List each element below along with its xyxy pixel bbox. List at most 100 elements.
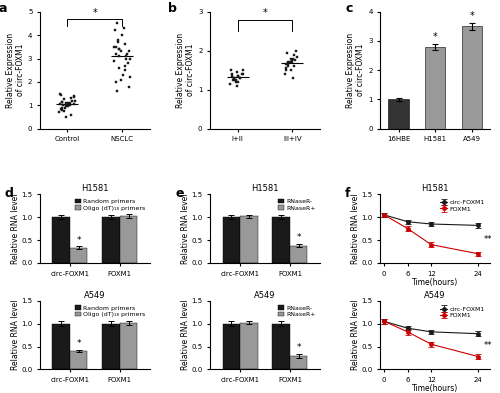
Point [290,63,298,70]
Text: *: * [76,236,81,245]
Point [284,59,292,66]
Point [58,107,66,113]
Point [68,97,76,104]
Point [283,50,291,56]
Point [58,105,66,111]
Point [62,102,70,108]
Bar [290,246,308,263]
Bar [102,323,120,369]
Point [112,44,120,50]
Text: **: ** [484,341,492,350]
Point [71,97,79,104]
Text: *: * [296,233,301,242]
Text: a: a [0,2,7,15]
Point [112,79,120,85]
Point [64,100,72,106]
Text: *: * [296,343,301,352]
Point [230,75,238,81]
Point [125,48,133,55]
Point [232,83,240,89]
Point [232,77,240,83]
Point [288,59,296,66]
Point [110,44,118,50]
Bar [290,356,308,369]
Point [288,57,296,64]
Point [70,101,78,107]
Bar [70,248,87,263]
Point [62,100,70,106]
Point [116,65,124,71]
Point [284,63,292,70]
Y-axis label: Relative RNA level: Relative RNA level [351,300,360,370]
Text: *: * [432,31,438,42]
Y-axis label: Relative RNA level: Relative RNA level [351,193,360,264]
Point [124,60,132,66]
Y-axis label: Relative Expression
of circ-FOXM1: Relative Expression of circ-FOXM1 [346,33,366,108]
Point [66,95,74,101]
Point [122,41,130,48]
Text: *: * [470,11,474,20]
Bar [425,47,445,129]
Text: d: d [5,187,14,200]
Point [234,69,241,75]
Title: A549: A549 [84,291,106,300]
Legend: Random primers, Oligo (dT)₁₈ primers: Random primers, Oligo (dT)₁₈ primers [74,197,146,212]
Point [66,102,74,108]
Point [228,77,236,83]
Point [234,73,242,79]
Text: *: * [92,7,98,18]
Bar [222,217,240,263]
Point [120,25,128,31]
Point [236,75,244,81]
Legend: RNaseR-, RNaseR+: RNaseR-, RNaseR+ [276,197,317,212]
Point [61,105,69,111]
Point [122,55,130,62]
Legend: circ-FOXM1, FOXM1: circ-FOXM1, FOXM1 [438,304,487,321]
Bar [102,217,120,263]
Title: A549: A549 [424,291,446,300]
Bar [52,323,70,369]
Point [232,79,240,85]
Point [282,71,290,77]
Legend: Random primers, Oligo (dT)₁₈ primers: Random primers, Oligo (dT)₁₈ primers [74,304,146,318]
Legend: RNaseR-, RNaseR+: RNaseR-, RNaseR+ [276,304,317,318]
Point [226,81,234,87]
Point [288,67,296,73]
X-axis label: Time(hours): Time(hours) [412,384,458,393]
Point [234,73,242,79]
Bar [240,323,258,369]
Point [70,93,78,99]
Point [286,55,294,62]
Point [286,59,294,66]
Point [240,67,248,73]
Point [113,88,121,94]
Title: H1581: H1581 [252,184,279,193]
Bar [120,323,138,369]
Point [228,73,235,79]
Title: H1581: H1581 [422,184,449,193]
Title: H1581: H1581 [81,184,108,193]
Text: f: f [345,187,350,200]
Point [56,90,64,97]
Point [282,65,290,72]
Point [112,20,120,27]
Text: *: * [76,339,81,348]
Point [238,71,246,77]
Text: *: * [262,7,268,18]
Point [228,71,236,77]
Point [110,58,118,64]
Point [240,71,248,77]
Point [124,83,132,90]
Bar [120,216,138,263]
Point [58,102,66,108]
Y-axis label: Relative RNA level: Relative RNA level [10,300,20,370]
Point [292,48,300,54]
Title: A549: A549 [254,291,276,300]
Point [60,108,68,114]
Bar [222,323,240,369]
Point [122,67,130,73]
Point [70,94,78,100]
Y-axis label: Relative RNA level: Relative RNA level [181,193,190,264]
Point [118,32,126,38]
Y-axis label: Relative Expression
of circ-FOXM1: Relative Expression of circ-FOXM1 [176,33,195,108]
